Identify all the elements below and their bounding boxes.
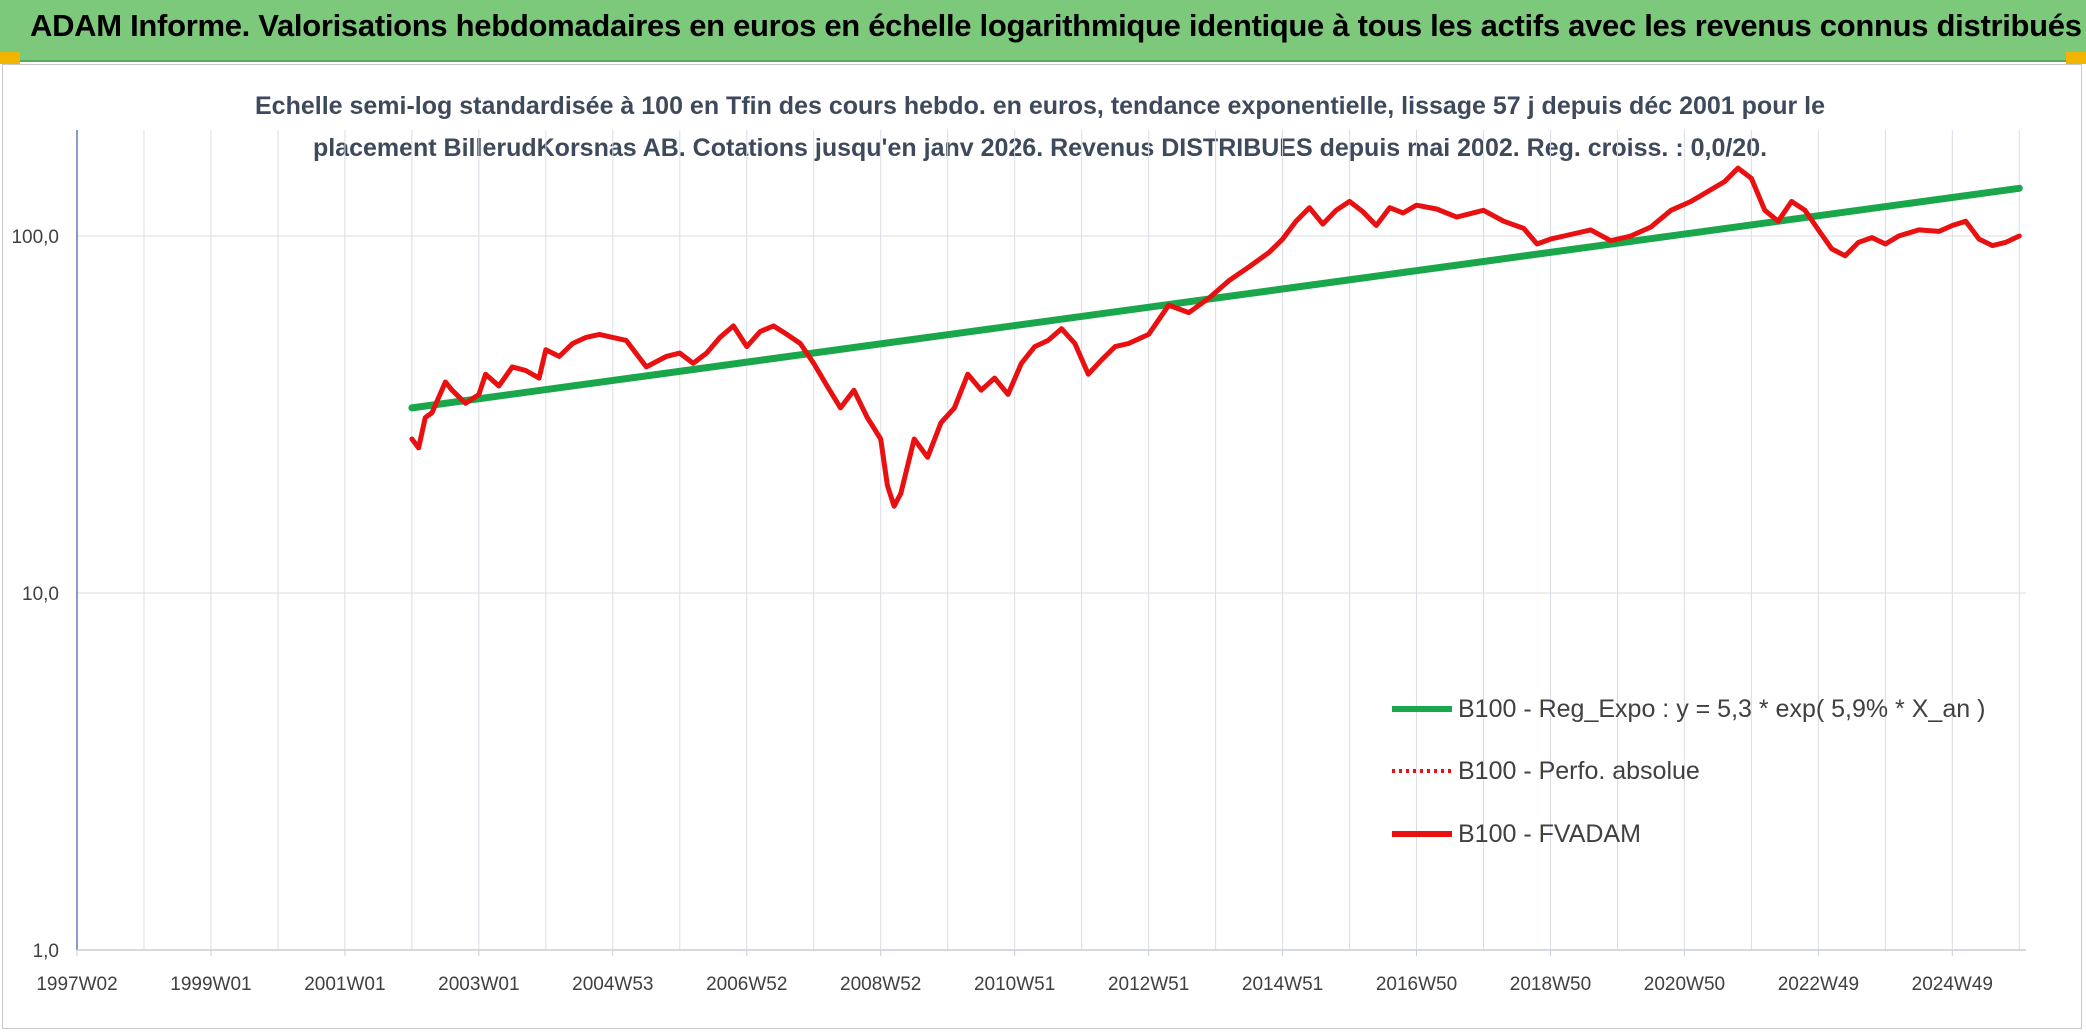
report-banner: ADAM Informe. Valorisations hebdomadaire… — [0, 0, 2086, 62]
x-tick-label: 2006W52 — [706, 974, 787, 995]
x-tick-label: 2003W01 — [438, 974, 519, 995]
x-tick-label: 2020W50 — [1644, 974, 1725, 995]
series-line-fvadam — [409, 165, 2022, 509]
corner-marker-left — [0, 52, 20, 64]
x-tick-label: 1999W01 — [170, 974, 251, 995]
grid-layer — [76, 130, 2026, 951]
y-tick-label: 1,0 — [33, 941, 59, 962]
x-tick-label: 2012W51 — [1108, 974, 1189, 995]
x-tick-label: 2001W01 — [304, 974, 385, 995]
y-tick-label: 100,0 — [11, 227, 59, 248]
x-tick-label: 2004W53 — [572, 974, 653, 995]
x-tick-label: 2018W50 — [1510, 974, 1591, 995]
corner-marker-right — [2066, 52, 2086, 64]
legend-item-regression-label: B100 - Reg_Expo : y = 5,3 * exp( 5,9% * … — [1458, 695, 1985, 723]
x-tick-label: 2024W49 — [1912, 974, 1993, 995]
legend-layer: B100 - Reg_Expo : y = 5,3 * exp( 5,9% * … — [1392, 695, 1985, 848]
chart-title-line1: Echelle semi-log standardisée à 100 en T… — [255, 92, 1825, 120]
report-title: ADAM Informe. Valorisations hebdomadaire… — [30, 8, 2082, 43]
x-tick-label: 2022W49 — [1778, 974, 1859, 995]
y-tick-label: 10,0 — [22, 584, 59, 605]
series-layer — [408, 165, 2023, 509]
series-line-regression — [408, 184, 2023, 412]
x-tick-label: 2008W52 — [840, 974, 921, 995]
chart-frame — [2, 64, 2082, 1029]
x-tick-label: 2016W50 — [1376, 974, 1457, 995]
x-tick-label: 2010W51 — [974, 974, 1055, 995]
legend-item-fvadam-label: B100 - FVADAM — [1458, 820, 1641, 848]
x-tick-label: 1997W02 — [36, 974, 117, 995]
axis-layer: 1,0 10,0 100,0 1997W02 1999W01 2001W01 2003W01… — [11, 130, 2026, 995]
x-tick-label: 2014W51 — [1242, 974, 1323, 995]
legend-item-perfo-label: B100 - Perfo. absolue — [1458, 757, 1700, 785]
chart-title-line2: placement BillerudKorsnas AB. Cotations … — [312, 134, 1768, 162]
